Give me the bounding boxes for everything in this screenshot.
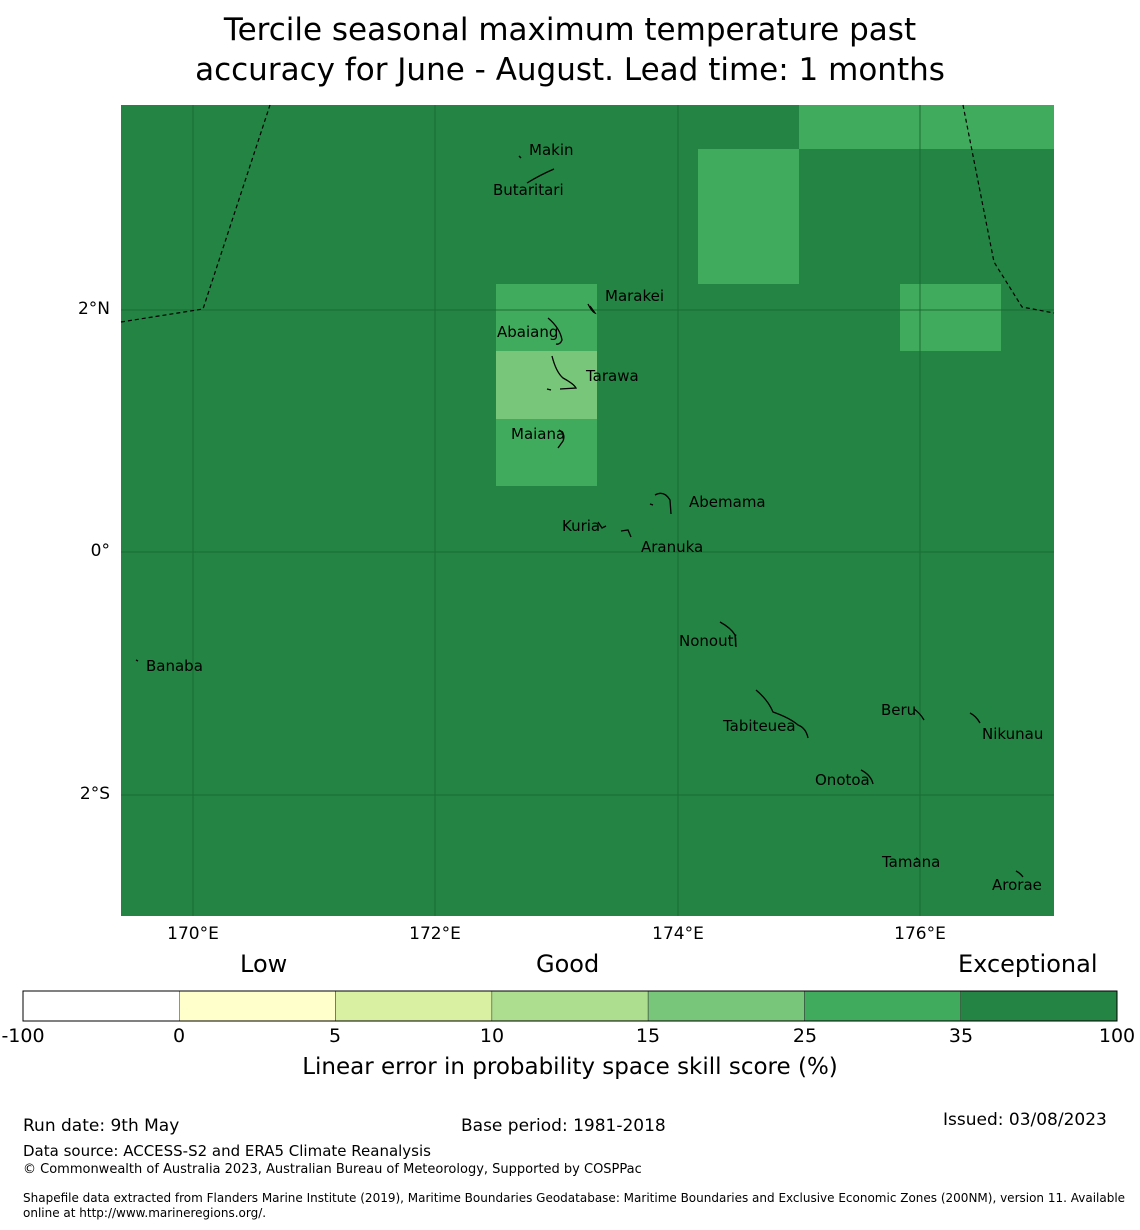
- colorbar-segment: [335, 990, 493, 1022]
- run-date: Run date: 9th May: [23, 1116, 180, 1136]
- data-source: Data source: ACCESS-S2 and ERA5 Climate …: [23, 1142, 431, 1160]
- legend-category-good: Good: [536, 950, 600, 978]
- place-label-tamana: Tamana: [882, 853, 941, 871]
- colorbar-segment: [179, 990, 336, 1022]
- place-label-onotoa: Onotoa: [815, 771, 870, 789]
- title-line-1: Tercile seasonal maximum temperature pas…: [223, 12, 917, 48]
- place-label-arorae: Arorae: [992, 876, 1042, 894]
- place-label-maiana: Maiana: [511, 425, 566, 443]
- legend-tick: 25: [792, 1025, 818, 1047]
- skill-cell: [496, 284, 597, 351]
- legend-tick: -100: [1, 1025, 45, 1047]
- shapefile-credit-line-2: online at http://www.marineregions.org/.: [23, 1206, 267, 1220]
- place-label-abemama: Abemama: [689, 493, 766, 511]
- legend-tick: 15: [635, 1025, 661, 1047]
- legend-colorbar: [22, 990, 1118, 1022]
- skill-cell: [496, 419, 597, 486]
- title-line-2: accuracy for June - August. Lead time: 1…: [195, 52, 945, 88]
- issued-date: Issued: 03/08/2023: [943, 1110, 1107, 1130]
- lat-label: 2°S: [79, 784, 110, 804]
- lat-label: 2°N: [77, 299, 110, 319]
- place-label-nonouti: Nonouti: [679, 632, 738, 650]
- legend-tick: 35: [948, 1025, 974, 1047]
- colorbar-segment: [960, 990, 1118, 1022]
- legend-tick: 100: [1098, 1025, 1136, 1047]
- lon-label: 176°E: [894, 924, 946, 944]
- island-outlines: [135, 155, 1024, 878]
- legend-title: Linear error in probability space skill …: [302, 1054, 838, 1080]
- lon-label: 172°E: [409, 924, 461, 944]
- colorbar-segment: [22, 990, 180, 1022]
- place-label-butaritari: Butaritari: [493, 181, 564, 199]
- legend-tick: 5: [328, 1025, 342, 1047]
- place-label-tarawa: Tarawa: [586, 367, 639, 385]
- skill-cell: [698, 149, 799, 284]
- skill-cell: [900, 284, 1001, 351]
- copyright: © Commonwealth of Australia 2023, Austra…: [23, 1162, 642, 1177]
- place-label-tabiteuea: Tabiteuea: [723, 717, 796, 735]
- skill-cell: [496, 351, 597, 419]
- colorbar-segment: [647, 990, 805, 1022]
- place-label-makin: Makin: [529, 141, 574, 159]
- chart-title: Tercile seasonal maximum temperature pas…: [0, 10, 1140, 90]
- place-label-banaba: Banaba: [146, 657, 203, 675]
- legend-tick: 10: [479, 1025, 505, 1047]
- lon-label: 170°E: [167, 924, 219, 944]
- legend-category-low: Low: [240, 950, 288, 978]
- place-label-beru: Beru: [881, 701, 917, 719]
- lon-label: 174°E: [652, 924, 704, 944]
- shapefile-credit-line-1: Shapefile data extracted from Flanders M…: [23, 1191, 1126, 1205]
- place-label-kuria: Kuria: [562, 517, 601, 535]
- base-period: Base period: 1981-2018: [461, 1116, 666, 1136]
- place-label-marakei: Marakei: [605, 287, 665, 305]
- skill-cell: [799, 105, 1054, 149]
- place-label-aranuka: Aranuka: [641, 538, 704, 556]
- place-label-abaiang: Abaiang: [497, 323, 559, 341]
- colorbar-border: [22, 990, 1118, 1022]
- legend-category-exceptional: Exceptional: [958, 950, 1098, 978]
- colorbar-segment: [491, 990, 649, 1022]
- legend-tick: 0: [172, 1025, 186, 1047]
- eez-boundary: [120, 104, 1055, 323]
- place-label-nikunau: Nikunau: [982, 725, 1044, 743]
- gridlines: [121, 105, 1054, 916]
- colorbar-segment: [804, 990, 961, 1022]
- lat-label: 0°: [90, 541, 110, 561]
- map-background: [121, 105, 1054, 916]
